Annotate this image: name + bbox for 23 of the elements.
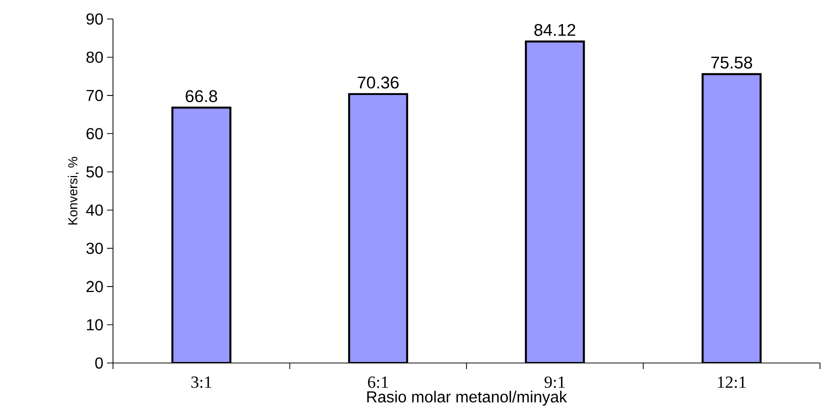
data-label: 66.8 [186,90,218,102]
y-tick-label: 50 [86,166,103,178]
y-axis-title: Konversi, % [68,156,79,224]
y-tick-label: 40 [86,204,103,216]
y-tick-label: 80 [86,52,103,63]
y-tick-label: 70 [86,90,103,102]
x-tick-label: 3:1 [191,376,212,388]
x-tick-label: 6:1 [368,376,388,388]
data-label: 70.36 [358,76,399,89]
x-tick-label: 9:1 [544,376,565,388]
x-tick-label: 12:1 [718,376,746,388]
y-tick-label: 90 [86,13,103,25]
y-tick-label: 60 [86,128,103,140]
bar [702,73,762,363]
bar [348,93,408,363]
data-label: 84.12 [534,24,576,36]
bar [171,106,232,363]
y-tick-label: 20 [86,280,103,292]
y-tick-label: 0 [95,357,103,369]
y-tick-label: 10 [86,319,103,330]
data-label: 75.58 [711,56,752,69]
y-tick-label: 30 [86,242,103,254]
x-axis-title: Rasio molar metanol/minyak [367,390,568,406]
